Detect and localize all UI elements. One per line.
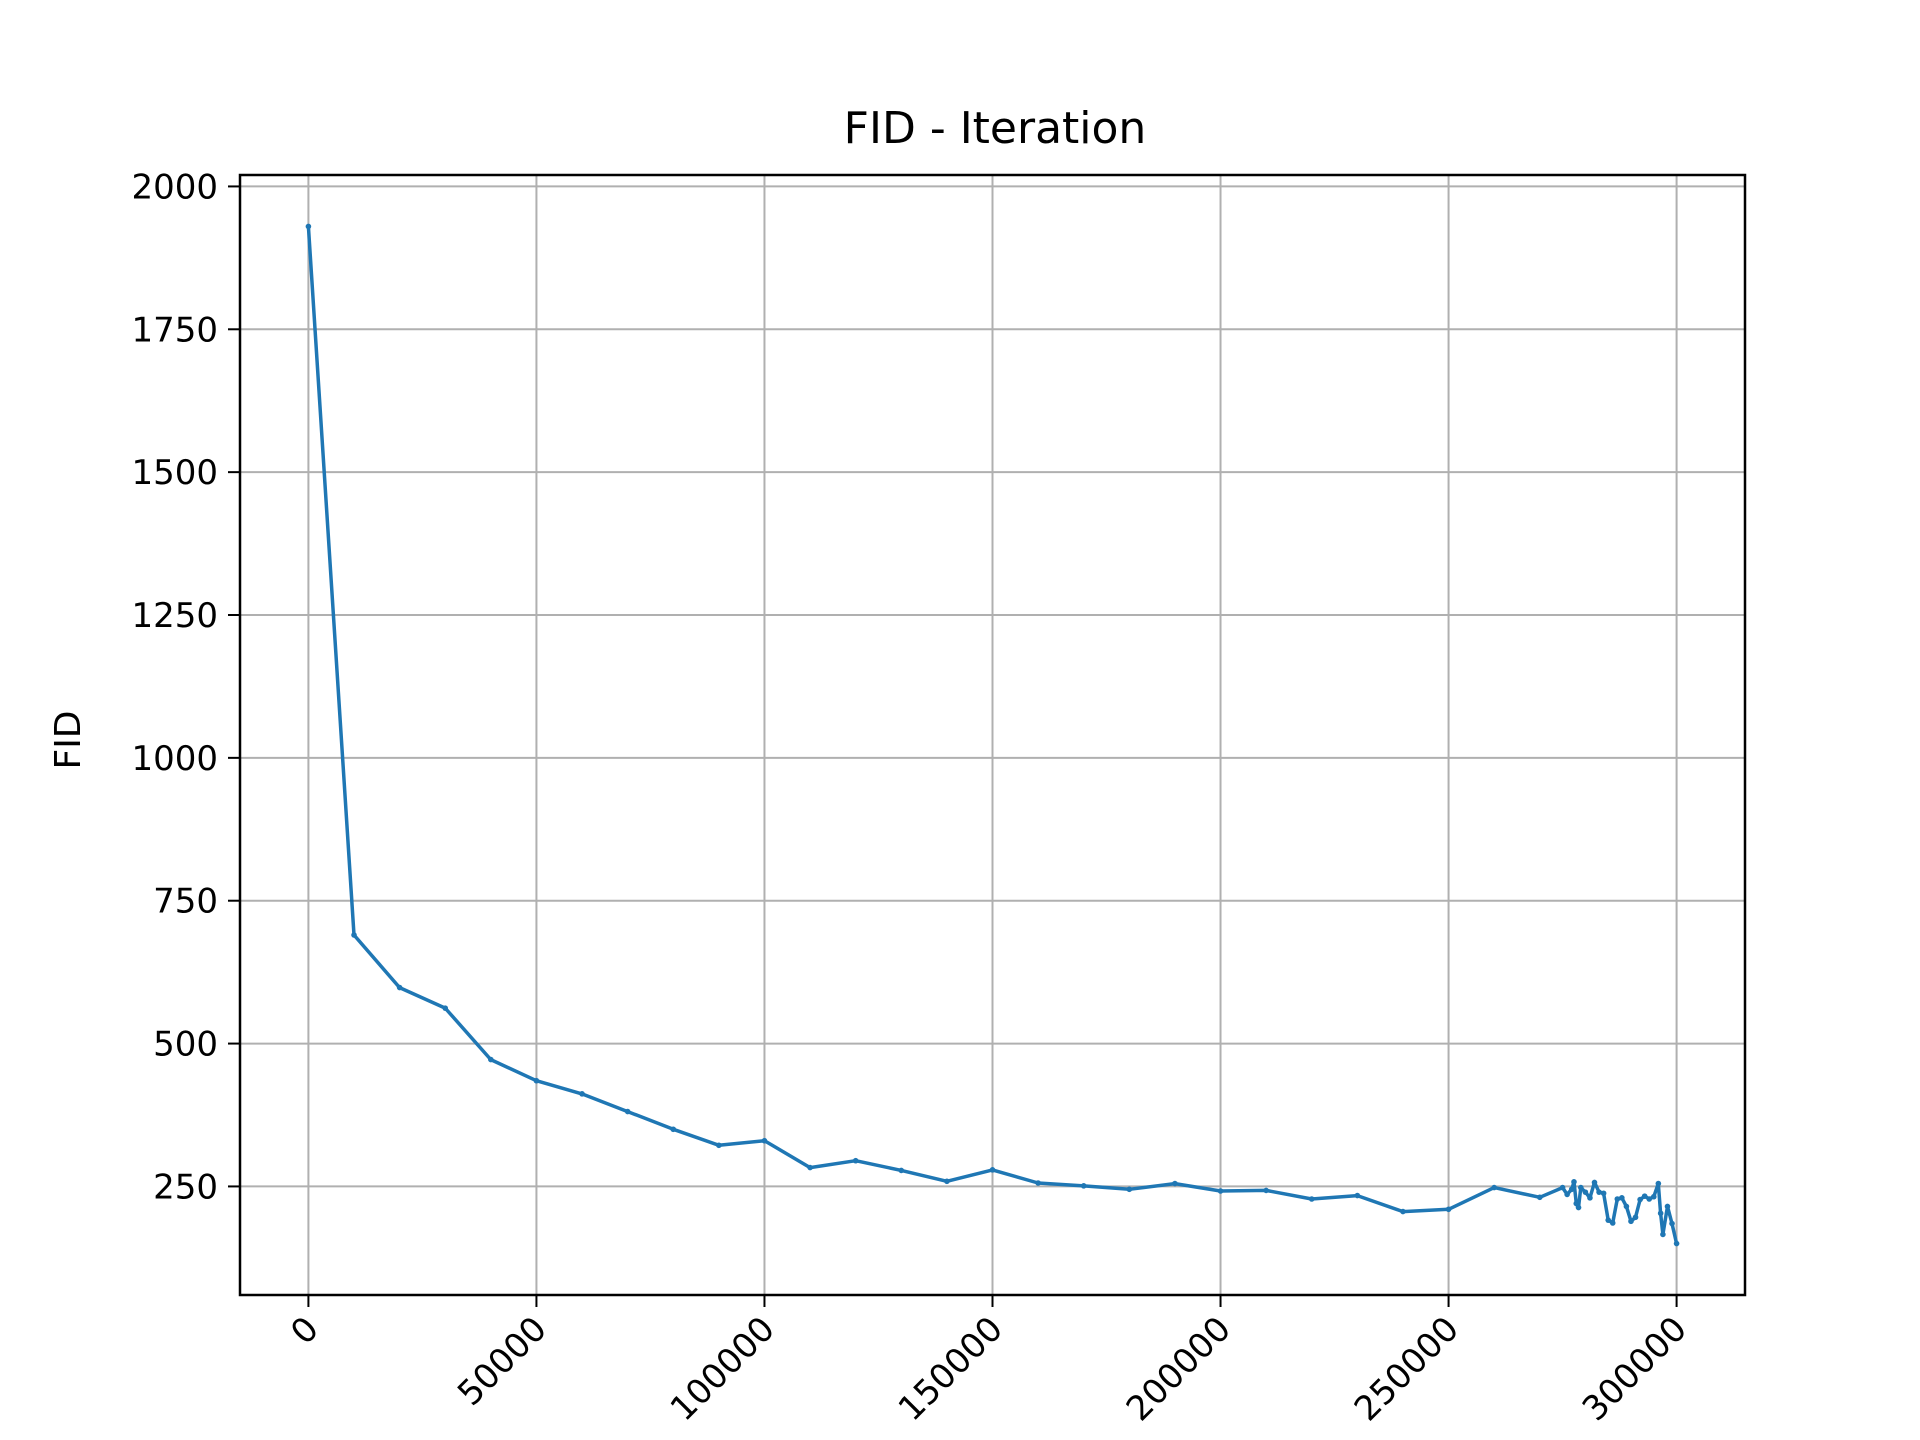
data-point <box>1578 1184 1584 1191</box>
data-point <box>898 1167 905 1174</box>
data-point <box>944 1178 950 1185</box>
data-point <box>1575 1204 1582 1211</box>
data-point <box>1354 1192 1361 1199</box>
data-point <box>1655 1180 1662 1187</box>
data-point <box>1571 1179 1577 1185</box>
data-point <box>1657 1210 1664 1217</box>
data-point <box>670 1126 677 1133</box>
data-point <box>1641 1193 1648 1199</box>
data-point <box>1646 1196 1653 1202</box>
data-point <box>1172 1180 1178 1187</box>
data-point <box>989 1167 996 1173</box>
x-tick-label: 200000 <box>1119 1309 1239 1429</box>
data-point <box>1536 1194 1543 1201</box>
data-point <box>1596 1189 1602 1195</box>
data-point <box>1605 1217 1611 1223</box>
data-point <box>1582 1189 1589 1195</box>
data-point <box>1308 1196 1315 1202</box>
data-point <box>1591 1179 1598 1186</box>
data-point <box>1564 1191 1570 1198</box>
y-tick-label: 1500 <box>131 453 218 493</box>
data-point <box>1600 1190 1607 1197</box>
data-point <box>533 1077 540 1084</box>
data-point <box>1263 1187 1269 1194</box>
data-point <box>579 1091 585 1097</box>
y-tick-label: 500 <box>153 1025 218 1065</box>
data-point <box>1035 1180 1041 1186</box>
ticks: 0 50000 100000 150000 200000 250000 300000 250 5… <box>131 167 1694 1429</box>
data-point <box>1660 1231 1666 1238</box>
data-point <box>1650 1193 1657 1200</box>
data-point <box>1217 1188 1224 1194</box>
data-point <box>1609 1220 1616 1226</box>
x-tick-label: 0 <box>283 1309 327 1353</box>
data-point <box>1664 1203 1671 1210</box>
data-point <box>1632 1214 1639 1221</box>
data-point <box>1491 1184 1497 1191</box>
data-point <box>1568 1186 1575 1193</box>
data-point <box>1623 1203 1630 1210</box>
y-tick-label: 250 <box>153 1167 218 1207</box>
data-point <box>1669 1220 1675 1227</box>
data-point <box>1587 1195 1593 1201</box>
data-point <box>1400 1208 1406 1215</box>
data-point <box>1673 1240 1680 1247</box>
data-point <box>1445 1206 1452 1213</box>
grid-lines <box>240 175 1745 1295</box>
data-point <box>1080 1183 1087 1189</box>
x-tick-label: 250000 <box>1347 1309 1467 1429</box>
data-point <box>1637 1196 1643 1203</box>
data-point <box>442 1005 449 1011</box>
data-point <box>488 1056 494 1063</box>
data-point <box>396 984 403 991</box>
y-tick-label: 750 <box>153 882 218 922</box>
y-axis-label: FID <box>48 710 89 769</box>
chart-title: FID - Iteration <box>843 103 1147 154</box>
data-point <box>716 1142 722 1149</box>
data-point <box>351 932 357 938</box>
y-tick-label: 1000 <box>131 739 218 779</box>
data-point <box>305 223 312 230</box>
x-tick-label: 300000 <box>1575 1309 1695 1429</box>
x-tick-label: 150000 <box>891 1309 1011 1429</box>
data-point <box>1559 1184 1566 1191</box>
data-point <box>624 1108 631 1115</box>
data-point <box>1126 1186 1133 1193</box>
plot-area <box>305 223 1680 1247</box>
y-tick-label: 1750 <box>131 310 218 350</box>
x-tick-label: 100000 <box>663 1309 783 1429</box>
x-tick-label: 50000 <box>450 1309 555 1414</box>
y-tick-label: 1250 <box>131 596 218 636</box>
data-point <box>761 1137 768 1144</box>
data-point <box>807 1164 813 1171</box>
data-point <box>1619 1195 1625 1201</box>
y-tick-label: 2000 <box>131 167 218 207</box>
data-point <box>852 1157 859 1164</box>
data-point <box>1628 1218 1634 1225</box>
data-point <box>1614 1196 1621 1202</box>
